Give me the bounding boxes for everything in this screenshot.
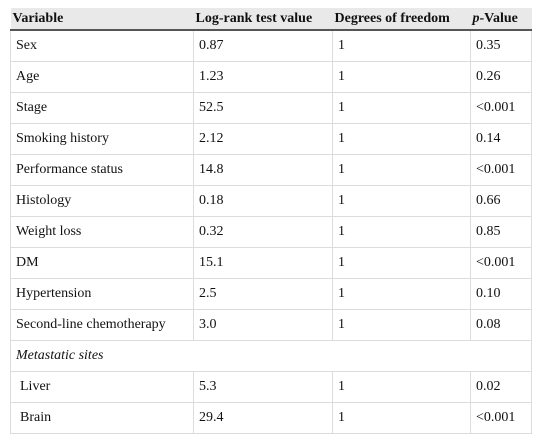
table-cell: Performance status xyxy=(10,154,194,186)
table-cell: <0.001 xyxy=(470,154,532,186)
table-row: Smoking history 2.12 1 0.14 xyxy=(10,123,532,155)
table-cell: 1 xyxy=(332,278,471,310)
header-cell: Variable xyxy=(10,8,194,31)
table-cell: 5.3 xyxy=(193,371,333,403)
header-cell: p-Value xyxy=(470,8,532,31)
table-cell: 3.0 xyxy=(193,309,333,341)
table-cell: 1 xyxy=(332,185,471,217)
table-cell: 0.18 xyxy=(193,185,333,217)
header-cell: Log-rank test value xyxy=(193,8,333,31)
table-cell: 1 xyxy=(332,92,471,124)
table-row: Hypertension 2.5 1 0.10 xyxy=(10,278,532,310)
table-body: Sex 0.87 1 0.35 Age 1.23 1 0.26 Stage 52.5 1 <0.001… xyxy=(10,29,532,434)
header-row: Variable Log-rank test value Degrees of fr… xyxy=(10,8,532,31)
table-cell: 0.35 xyxy=(470,29,532,62)
table-cell: 0.10 xyxy=(470,278,532,310)
table-cell: 1 xyxy=(332,123,471,155)
table-cell: <0.001 xyxy=(470,92,532,124)
table-row: Performance status 14.8 1 <0.001 xyxy=(10,154,532,186)
table-cell: Sex xyxy=(10,29,194,62)
table-cell: Hypertension xyxy=(10,278,194,310)
table-row: Sex 0.87 1 0.35 xyxy=(10,29,532,62)
table-row: Second-line chemotherapy 3.0 1 0.08 xyxy=(10,309,532,341)
table-cell: <0.001 xyxy=(470,247,532,279)
table-cell: 1 xyxy=(332,216,471,248)
table-row: Liver 5.3 1 0.02 xyxy=(10,371,532,403)
table-cell: 0.14 xyxy=(470,123,532,155)
table-cell: Weight loss xyxy=(10,216,194,248)
table-cell: <0.001 xyxy=(470,402,532,434)
table-cell: Second-line chemotherapy xyxy=(10,309,194,341)
table-cell: 29.4 xyxy=(193,402,333,434)
table-cell: 0.87 xyxy=(193,29,333,62)
table-cell: 1 xyxy=(332,402,471,434)
table-row: Age 1.23 1 0.26 xyxy=(10,61,532,93)
table-cell: DM xyxy=(10,247,194,279)
table-cell: 1 xyxy=(332,61,471,93)
table-cell: 2.12 xyxy=(193,123,333,155)
table-cell: Age xyxy=(10,61,194,93)
table-cell: 52.5 xyxy=(193,92,333,124)
table-cell: Histology xyxy=(10,185,194,217)
table-cell: Brain xyxy=(10,402,194,434)
table-cell: 0.85 xyxy=(470,216,532,248)
table-row: Weight loss 0.32 1 0.85 xyxy=(10,216,532,248)
table-cell: Liver xyxy=(10,371,194,403)
table-row: DM 15.1 1 <0.001 xyxy=(10,247,532,279)
results-table: Variable Log-rank test value Degrees of fr… xyxy=(10,8,532,434)
table-cell: 1 xyxy=(332,247,471,279)
table-cell: 2.5 xyxy=(193,278,333,310)
table-cell: 0.26 xyxy=(470,61,532,93)
table-cell: 0.66 xyxy=(470,185,532,217)
section-cell: Metastatic sites xyxy=(10,340,532,372)
table-row: Stage 52.5 1 <0.001 xyxy=(10,92,532,124)
table-row: Metastatic sites xyxy=(10,340,532,372)
table-cell: 0.08 xyxy=(470,309,532,341)
table-cell: 1 xyxy=(332,371,471,403)
table-row: Brain 29.4 1 <0.001 xyxy=(10,402,532,434)
table-cell: Smoking history xyxy=(10,123,194,155)
header-cell: Degrees of freedom xyxy=(332,8,471,31)
table-cell: 1 xyxy=(332,309,471,341)
table-cell: 0.32 xyxy=(193,216,333,248)
table-cell: 15.1 xyxy=(193,247,333,279)
table-cell: 0.02 xyxy=(470,371,532,403)
table-cell: 14.8 xyxy=(193,154,333,186)
table-cell: Stage xyxy=(10,92,194,124)
table-cell: 1 xyxy=(332,29,471,62)
table-cell: 1.23 xyxy=(193,61,333,93)
table-row: Histology 0.18 1 0.66 xyxy=(10,185,532,217)
table-cell: 1 xyxy=(332,154,471,186)
